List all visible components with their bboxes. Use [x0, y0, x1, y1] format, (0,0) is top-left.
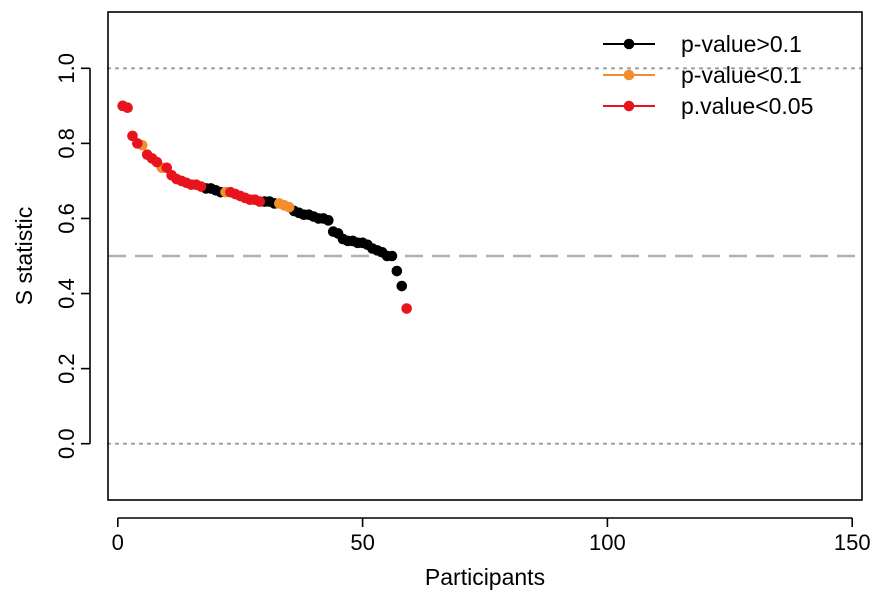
legend-marker [623, 38, 635, 50]
x-tick-label: 150 [834, 530, 871, 555]
legend-label: p.value<0.05 [681, 93, 813, 119]
data-point-series-1 [283, 201, 295, 213]
x-axis-title: Participants [425, 564, 545, 590]
y-tick-label: 0.6 [54, 203, 79, 234]
data-point-series-2 [132, 138, 143, 149]
axes: 0 50 100 150 0.0 0.2 0.4 0.6 0.8 1.0 [54, 53, 871, 555]
data-point-series-2 [401, 303, 412, 314]
y-tick-label: 0.0 [54, 428, 79, 459]
data-point-series-2 [195, 181, 207, 192]
data-point-series-2 [151, 156, 163, 168]
legend: p-value>0.1 p-value<0.1 p.value<0.05 [603, 31, 813, 119]
data-point-series-2 [122, 102, 133, 114]
data-point-series-0 [396, 280, 408, 292]
data-point-series-2 [127, 130, 138, 142]
y-tick-label: 0.8 [54, 128, 79, 159]
data-point-series-0 [391, 265, 403, 277]
data-point-series-2 [254, 196, 266, 207]
legend-marker [623, 100, 635, 112]
legend-label: p-value<0.1 [681, 62, 802, 88]
data-point-series-0 [323, 215, 334, 226]
data-points [117, 100, 412, 314]
y-tick-label: 0.4 [54, 278, 79, 309]
y-tick-label: 0.2 [54, 353, 79, 384]
reference-lines [106, 67, 864, 445]
y-axis-title: S statistic [11, 207, 37, 305]
x-tick-label: 50 [350, 530, 374, 555]
data-point-series-2 [161, 162, 173, 174]
y-tick-label: 1.0 [54, 53, 79, 84]
legend-marker [623, 69, 635, 81]
plot-frame [107, 11, 863, 501]
x-tick-label: 0 [112, 530, 124, 555]
data-point-series-0 [386, 250, 398, 262]
x-tick-label: 100 [589, 530, 626, 555]
legend-label: p-value>0.1 [681, 31, 802, 57]
